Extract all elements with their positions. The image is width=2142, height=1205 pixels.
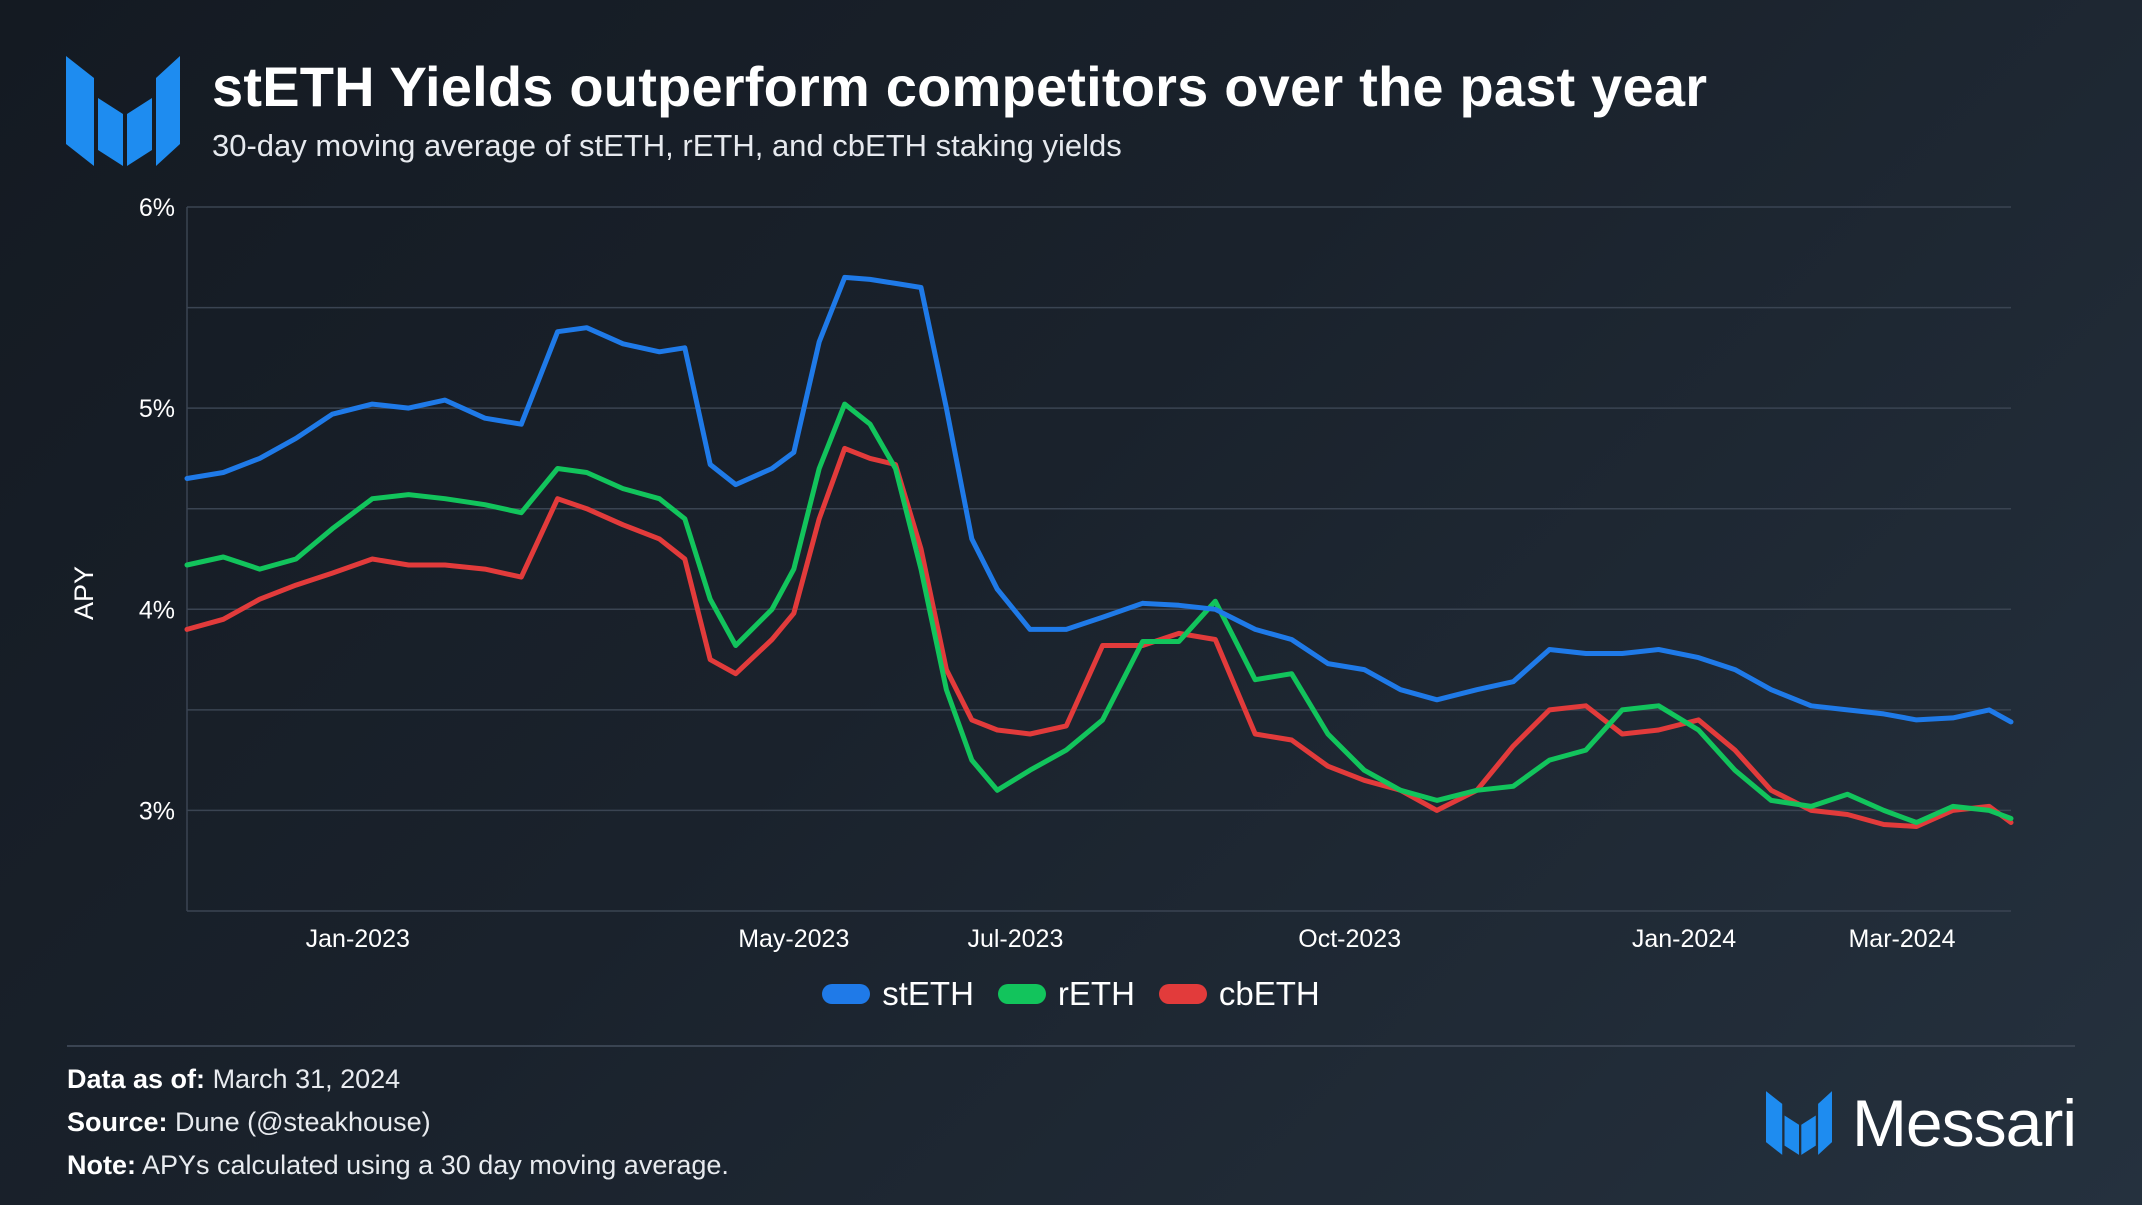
footer-divider [67, 1045, 1076, 1047]
series-lines [184, 274, 2014, 829]
legend-swatch-cbeth [1158, 984, 1207, 1004]
x-tick-label: Oct-2023 [1298, 925, 1401, 953]
data-as-of-label: Data as of: [67, 1064, 206, 1094]
y-tick-label: 6% [139, 194, 175, 222]
legend: stETH rETH cbETH [0, 975, 2142, 1013]
chart-subtitle: 30-day moving average of stETH, rETH, an… [212, 128, 1122, 163]
x-tick-label: May-2023 [738, 925, 849, 953]
messari-logo-icon [66, 56, 180, 166]
legend-label-cbeth: cbETH [1218, 975, 1320, 1012]
chart-title: stETH Yields outperform competitors over… [212, 55, 1708, 118]
source-value: Dune (@steakhouse) [175, 1107, 431, 1137]
y-axis-label: APY [69, 566, 99, 620]
y-tick-label: 3% [139, 797, 175, 825]
x-tick-label: Jan-2024 [1632, 925, 1736, 953]
note-label: Note: [67, 1150, 136, 1180]
y-tick-label: 4% [139, 596, 175, 624]
legend-swatch-reth [997, 984, 1046, 1004]
legend-label-steth: stETH [882, 975, 974, 1012]
x-tick-label: Jul-2023 [967, 925, 1063, 953]
grid-lines [186, 206, 2011, 912]
x-tick-labels: Jan-2023 May-2023 Jul-2023 Oct-2023 Jan-2024… [306, 925, 1956, 953]
legend-item-cbeth[interactable]: cbETH [1158, 975, 1320, 1013]
y-tick-labels: 3% 4% 5% 6% [139, 194, 175, 825]
legend-label-reth: rETH [1057, 975, 1135, 1012]
data-as-of-line: Data as of: March 31, 2024 [67, 1058, 729, 1101]
brand-name: Messari [1851, 1086, 2077, 1160]
legend-swatch-steth [822, 984, 871, 1004]
x-tick-label: Mar-2024 [1848, 925, 1955, 953]
messari-brand: Messari [1765, 1085, 2077, 1161]
series-line-cbeth [184, 445, 2014, 829]
note-line: Note: APYs calculated using a 30 day mov… [67, 1144, 729, 1187]
legend-item-reth[interactable]: rETH [997, 975, 1135, 1013]
source-label: Source: [67, 1107, 168, 1137]
legend-item-steth[interactable]: stETH [822, 975, 974, 1013]
y-tick-label: 5% [139, 395, 175, 423]
messari-brand-logo-icon [1765, 1091, 1832, 1155]
series-line-reth [184, 401, 2014, 825]
data-as-of-value: March 31, 2024 [212, 1064, 401, 1094]
series-line-steth [184, 274, 2014, 725]
footer-divider-right [1076, 1045, 2075, 1047]
note-value: APYs calculated using a 30 day moving av… [142, 1150, 729, 1180]
x-tick-label: Jan-2023 [306, 925, 410, 953]
source-line: Source: Dune (@steakhouse) [67, 1101, 729, 1144]
footer-notes: Data as of: March 31, 2024 Source: Dune … [67, 1058, 729, 1187]
